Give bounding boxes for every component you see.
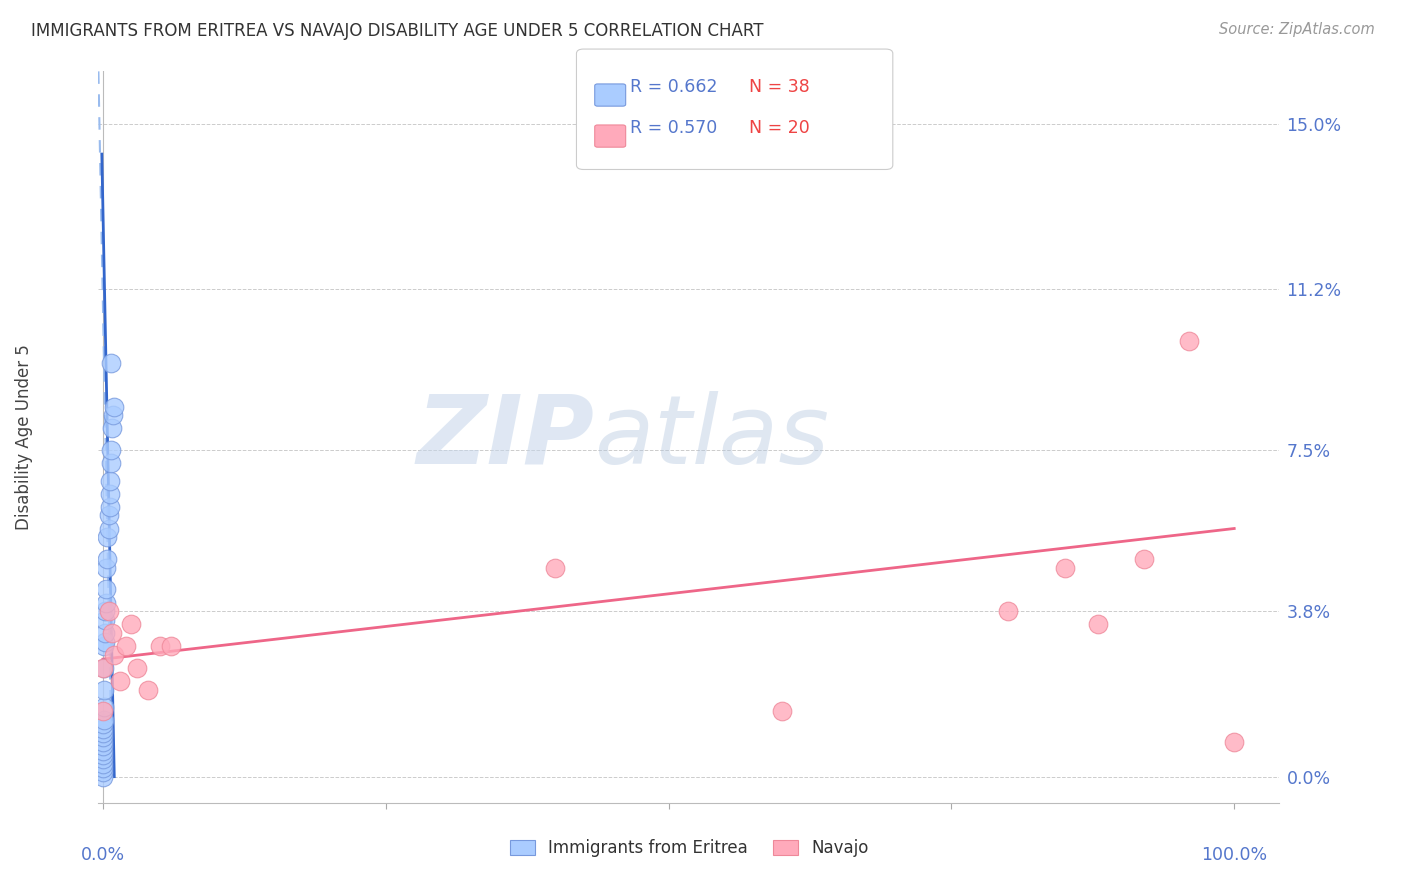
Point <box>96 560 118 574</box>
Point <box>93 639 115 653</box>
Point <box>100 456 122 470</box>
Point <box>100 356 122 370</box>
Point <box>100 443 122 458</box>
Text: 0.0%: 0.0% <box>82 847 125 864</box>
Point <box>1053 560 1076 574</box>
Point <box>97 604 120 618</box>
Text: atlas: atlas <box>595 391 830 483</box>
Text: ZIP: ZIP <box>416 391 595 483</box>
Point <box>1223 735 1246 749</box>
Point <box>98 500 121 514</box>
Point <box>98 486 121 500</box>
Point <box>94 613 117 627</box>
Point <box>97 521 120 535</box>
Text: N = 20: N = 20 <box>749 119 810 136</box>
Point <box>544 560 567 574</box>
Point <box>94 604 117 618</box>
Point <box>91 717 114 731</box>
Legend: Immigrants from Eritrea, Navajo: Immigrants from Eritrea, Navajo <box>503 832 875 864</box>
Text: IMMIGRANTS FROM ERITREA VS NAVAJO DISABILITY AGE UNDER 5 CORRELATION CHART: IMMIGRANTS FROM ERITREA VS NAVAJO DISABI… <box>31 22 763 40</box>
Point <box>93 713 115 727</box>
Point <box>91 756 114 771</box>
Text: R = 0.570: R = 0.570 <box>630 119 717 136</box>
Point <box>94 634 117 648</box>
Point <box>125 661 148 675</box>
Point <box>91 722 114 736</box>
Point <box>91 731 114 745</box>
Point <box>93 700 115 714</box>
Point <box>93 661 115 675</box>
Point <box>91 747 114 762</box>
Point <box>91 765 114 780</box>
Point <box>1178 334 1201 349</box>
Point <box>91 726 114 740</box>
Point <box>103 648 125 662</box>
Text: Disability Age Under 5: Disability Age Under 5 <box>15 344 34 530</box>
Point <box>91 705 114 719</box>
Point <box>91 752 114 766</box>
Point <box>997 604 1019 618</box>
Text: N = 38: N = 38 <box>749 78 810 95</box>
Point <box>1087 617 1109 632</box>
Point <box>108 673 131 688</box>
Point <box>91 739 114 754</box>
Point <box>101 409 124 423</box>
Text: 100.0%: 100.0% <box>1201 847 1267 864</box>
Point <box>96 595 118 609</box>
Point <box>114 639 136 653</box>
Point <box>148 639 170 653</box>
Point <box>91 661 114 675</box>
Text: Source: ZipAtlas.com: Source: ZipAtlas.com <box>1219 22 1375 37</box>
Point <box>96 552 118 566</box>
Point <box>97 508 120 523</box>
Point <box>91 761 114 775</box>
Point <box>93 682 115 697</box>
Point <box>94 626 117 640</box>
Point <box>136 682 159 697</box>
Point <box>159 639 181 653</box>
Point <box>96 582 118 597</box>
Point <box>770 705 793 719</box>
Point <box>98 474 121 488</box>
Point <box>91 770 114 784</box>
Point <box>101 626 124 640</box>
Point <box>103 400 125 414</box>
Point <box>120 617 142 632</box>
Point <box>96 530 118 544</box>
Point <box>101 421 124 435</box>
Text: R = 0.662: R = 0.662 <box>630 78 717 95</box>
Point <box>1132 552 1154 566</box>
Point <box>91 743 114 757</box>
Point <box>91 735 114 749</box>
